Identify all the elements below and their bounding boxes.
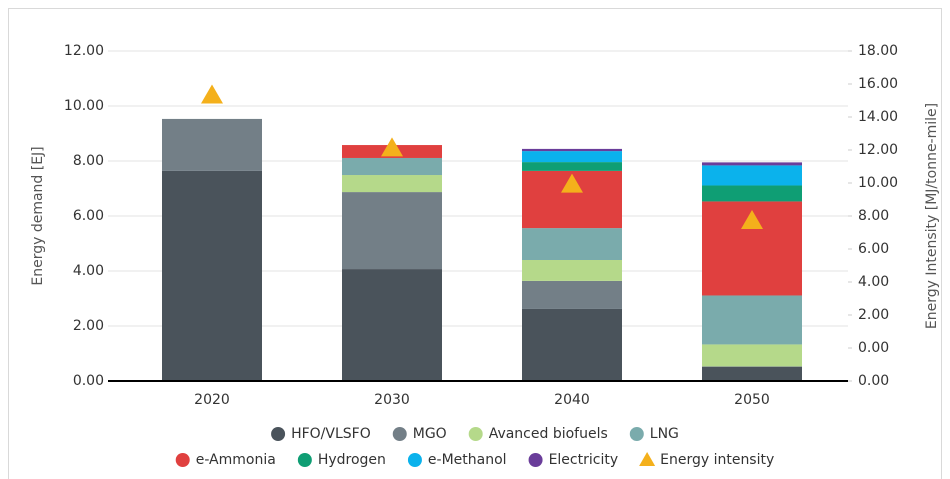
y2-tick-label: 2.00 — [858, 307, 889, 323]
bar-segment — [342, 192, 442, 270]
legend-label: e-Ammonia — [196, 452, 276, 468]
bar-segment — [342, 175, 442, 193]
y-tick-label: 4.00 — [73, 263, 104, 279]
bar-segment — [522, 280, 622, 309]
x-tick-label: 2020 — [194, 392, 230, 408]
y2-tick-label: 4.00 — [858, 274, 889, 290]
intensity-marker — [201, 84, 223, 104]
legend-swatch — [629, 427, 644, 441]
y2-tick-label: 12.00 — [858, 142, 898, 158]
bar-segment — [702, 162, 802, 166]
legend-swatch — [407, 453, 422, 467]
y-axis-label: Energy demand [EJ] — [30, 146, 46, 285]
y2-tick-label: 10.00 — [858, 175, 898, 191]
y-tick-label: 6.00 — [73, 208, 104, 224]
legend-label: Electricity — [549, 452, 619, 468]
legend-label: HFO/VLSFO — [291, 426, 371, 442]
legend-swatch — [297, 453, 312, 467]
legend-swatch — [528, 453, 543, 467]
bar-segment — [522, 260, 622, 281]
legend-swatch — [639, 452, 656, 466]
bar-segment — [162, 118, 262, 171]
bar-segment — [522, 308, 622, 381]
legend-label: MGO — [413, 426, 447, 442]
y2-tick-label: 8.00 — [858, 208, 889, 224]
y2-tick-label: 18.00 — [858, 43, 898, 59]
bar-segment — [342, 269, 442, 381]
bar-segment — [522, 228, 622, 260]
bar-segment — [702, 366, 802, 367]
bar-segment — [702, 165, 802, 186]
x-tick-label: 2030 — [374, 392, 410, 408]
bar-segment — [342, 157, 442, 176]
bar-segment — [522, 162, 622, 171]
y2-axis-label: Energy Intensity [MJ/tonne-mile] — [924, 103, 940, 329]
y2-tick-label: 16.00 — [858, 76, 898, 92]
y-tick-label: 10.00 — [64, 98, 104, 114]
frame — [8, 8, 942, 479]
bar-segment — [522, 151, 622, 163]
legend-label: Avanced biofuels — [489, 426, 608, 442]
y2-tick-label: 6.00 — [858, 241, 889, 257]
bar-segment — [702, 366, 802, 381]
legend-label: LNG — [650, 426, 679, 442]
x-tick-label: 2040 — [554, 392, 590, 408]
y-tick-label: 0.00 — [73, 373, 104, 389]
legend-swatch — [468, 427, 483, 441]
bar-segment — [702, 344, 802, 367]
legend-label: e-Methanol — [428, 452, 507, 468]
legend-label: Hydrogen — [318, 452, 386, 468]
bar-segment — [522, 148, 622, 152]
intensity-marker — [381, 137, 403, 157]
bar-segment — [702, 295, 802, 345]
legend-swatch — [392, 427, 407, 441]
y2-tick-label: 0.00 — [858, 340, 889, 356]
x-tick-label: 2050 — [734, 392, 770, 408]
y2-tick-label: 14.00 — [858, 109, 898, 125]
y-tick-label: 12.00 — [64, 43, 104, 59]
legend-swatch — [271, 427, 286, 441]
bar-segment — [702, 185, 802, 202]
intensity-marker — [741, 209, 763, 229]
intensity-marker — [561, 173, 583, 193]
legend-label: Energy intensity — [660, 452, 774, 468]
y-tick-label: 2.00 — [73, 318, 104, 334]
y-tick-label: 8.00 — [73, 153, 104, 169]
bar-segment — [162, 170, 262, 381]
y2-tick-label: 0.00 — [858, 373, 889, 389]
legend-swatch — [175, 453, 190, 467]
